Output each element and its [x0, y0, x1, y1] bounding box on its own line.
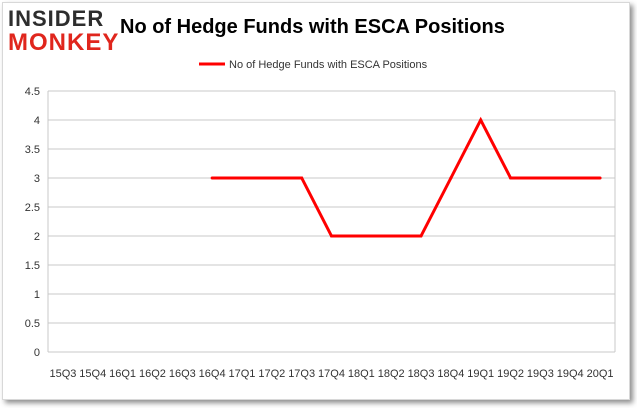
logo-line-1: INSIDER: [8, 6, 105, 31]
data-point: [389, 234, 393, 238]
data-point: [419, 234, 423, 238]
x-tick-label: 15Q3: [49, 368, 76, 380]
insider-monkey-logo: INSIDER MONKEY: [8, 6, 126, 56]
y-tick-label: 3: [34, 173, 40, 185]
data-point: [300, 176, 304, 180]
x-tick-label: 18Q2: [378, 368, 405, 380]
y-tick-label: 2.5: [25, 202, 40, 214]
x-tick-label: 15Q4: [79, 368, 106, 380]
x-tick-label: 16Q4: [199, 368, 226, 380]
data-point: [330, 234, 333, 238]
data-point: [479, 118, 483, 122]
data-point: [359, 234, 363, 238]
legend-label: No of Hedge Funds with ESCA Positions: [229, 59, 428, 71]
x-tick-label: 18Q4: [437, 368, 464, 380]
logo-line-2: MONKEY: [8, 29, 120, 56]
x-tick-label: 17Q2: [258, 368, 285, 380]
y-tick-label: 3.5: [25, 144, 40, 156]
x-tick-label: 18Q1: [348, 368, 375, 380]
y-tick-label: 1: [34, 289, 40, 301]
y-tick-label: 4.5: [25, 86, 40, 98]
y-tick-label: 1.5: [25, 260, 40, 272]
x-tick-label: 19Q1: [467, 368, 494, 380]
x-tick-label: 18Q3: [408, 368, 435, 380]
chart-title: No of Hedge Funds with ESCA Positions: [120, 16, 505, 38]
data-point: [240, 176, 244, 180]
x-tick-label: 16Q3: [169, 368, 196, 380]
x-tick-label: 17Q3: [288, 368, 315, 380]
data-point: [568, 176, 572, 180]
y-tick-label: 4: [34, 115, 40, 127]
x-tick-label: 17Q4: [318, 368, 345, 380]
x-tick-label: 19Q3: [527, 368, 554, 380]
y-tick-label: 0.5: [25, 318, 40, 330]
x-tick-label: 16Q1: [109, 368, 136, 380]
data-point: [210, 176, 214, 180]
series-line: [212, 116, 601, 238]
x-tick-label: 19Q4: [557, 368, 584, 380]
data-point: [509, 176, 513, 180]
x-tick-label: 20Q1: [587, 368, 614, 380]
x-tick-label: 19Q2: [497, 368, 524, 380]
data-point: [270, 176, 274, 180]
chart-frame: [2, 2, 630, 400]
x-tick-label: 16Q2: [139, 368, 166, 380]
data-point: [449, 176, 453, 180]
y-tick-label: 2: [34, 231, 40, 243]
data-point: [598, 176, 602, 180]
y-tick-label: 0: [34, 347, 40, 359]
data-point: [538, 176, 542, 180]
x-tick-label: 17Q1: [229, 368, 256, 380]
